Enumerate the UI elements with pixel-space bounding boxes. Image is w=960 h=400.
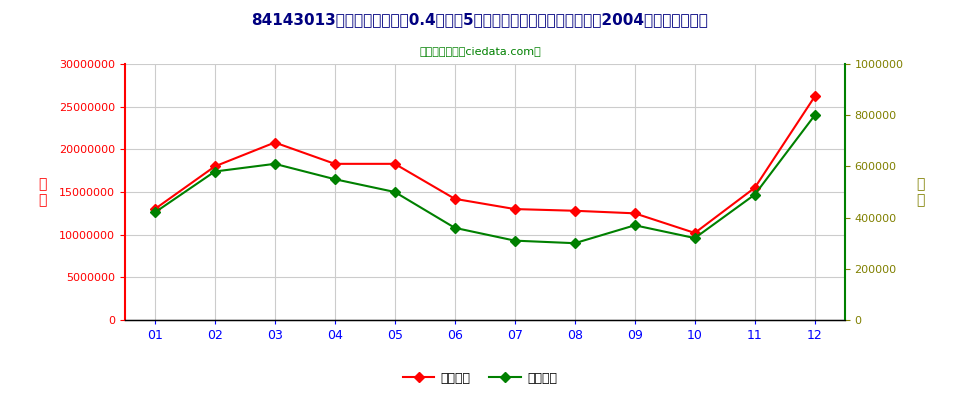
出口美元	[509, 207, 520, 212]
Text: 84143013电动机额定功率在0.4千瓦至5千瓦之间的空气调节器用压缩机2004年出口月度走势: 84143013电动机额定功率在0.4千瓦至5千瓦之间的空气调节器用压缩机200…	[252, 12, 708, 27]
出口数量	[629, 223, 640, 228]
出口美元	[329, 162, 341, 166]
出口数量	[509, 238, 520, 243]
出口数量	[389, 190, 400, 194]
出口美元	[809, 94, 821, 99]
出口数量	[209, 169, 221, 174]
出口美元	[389, 162, 400, 166]
Y-axis label: 数
量: 数 量	[916, 177, 924, 207]
Text: 进出口服务网（ciedata.com）: 进出口服务网（ciedata.com）	[420, 46, 540, 56]
Y-axis label: 金
额: 金 额	[38, 177, 46, 207]
出口美元	[749, 185, 760, 190]
出口美元	[269, 140, 280, 145]
出口美元	[209, 164, 221, 169]
出口数量	[449, 226, 461, 230]
出口美元	[449, 196, 461, 201]
出口数量	[269, 162, 280, 166]
出口美元	[629, 211, 640, 216]
Legend: 出口美元, 出口数量: 出口美元, 出口数量	[398, 367, 562, 390]
出口美元	[149, 207, 160, 212]
出口数量	[809, 113, 821, 118]
出口数量	[149, 210, 160, 215]
出口数量	[689, 236, 701, 240]
Line: 出口美元: 出口美元	[152, 93, 818, 236]
出口数量	[569, 241, 581, 246]
出口数量	[329, 177, 341, 182]
出口美元	[569, 208, 581, 213]
出口数量	[749, 192, 760, 197]
出口美元	[689, 230, 701, 235]
Line: 出口数量: 出口数量	[152, 112, 818, 247]
